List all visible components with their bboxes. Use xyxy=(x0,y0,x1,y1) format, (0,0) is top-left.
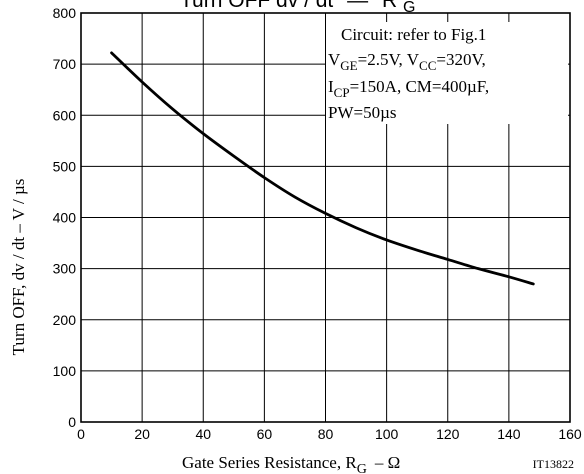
annotation-line-4: PW=50µs xyxy=(328,103,397,122)
x-tick-label: 140 xyxy=(497,426,521,442)
y-tick-label: 200 xyxy=(53,312,77,328)
y-axis-title: Turn OFF, dv / dt – V / µs xyxy=(9,179,28,356)
annotation-background xyxy=(326,22,568,124)
series-line xyxy=(110,51,535,286)
chart-title-var: R xyxy=(382,0,397,12)
chart-title-dash: — xyxy=(347,0,368,12)
y-tick-label: 800 xyxy=(53,5,77,21)
x-tick-label: 20 xyxy=(134,426,150,442)
x-tick-label: 160 xyxy=(558,426,582,442)
x-tick-label: 80 xyxy=(318,426,334,442)
y-tick-label: 400 xyxy=(53,210,77,226)
y-tick-label: 700 xyxy=(53,56,77,72)
y-tick-label: 600 xyxy=(53,107,77,123)
y-tick-labels: 0 100 200 300 400 500 600 700 800 xyxy=(53,5,77,430)
chart-title: Turn OFF dv / dt — R G xyxy=(180,0,415,16)
annotation-line-2: VGE=2.5V, VCC=320V, xyxy=(328,50,486,73)
y-tick-label: 300 xyxy=(53,261,77,277)
chart-title-sub: G xyxy=(403,0,415,16)
figure-code: IT13822 xyxy=(533,457,574,471)
chart-title-main: Turn OFF dv / dt xyxy=(180,0,333,12)
x-tick-label: 40 xyxy=(195,426,211,442)
x-tick-label: 100 xyxy=(375,426,399,442)
y-tick-label: 0 xyxy=(68,414,76,430)
x-tick-label: 120 xyxy=(436,426,460,442)
y-tick-label: 100 xyxy=(53,363,77,379)
x-tick-label: 0 xyxy=(77,426,85,442)
annotation-line-3: ICP=150A, CM=400µF, xyxy=(328,77,489,100)
x-axis-title: Gate Series Resistance, RG – Ω xyxy=(182,453,400,474)
x-tick-label: 60 xyxy=(257,426,273,442)
plot-frame xyxy=(80,12,571,423)
y-tick-label: 500 xyxy=(53,158,77,174)
x-tick-labels: 0 20 40 60 80 100 120 140 160 xyxy=(77,426,582,442)
annotation-line-1: Circuit: refer to Fig.1 xyxy=(341,25,486,44)
